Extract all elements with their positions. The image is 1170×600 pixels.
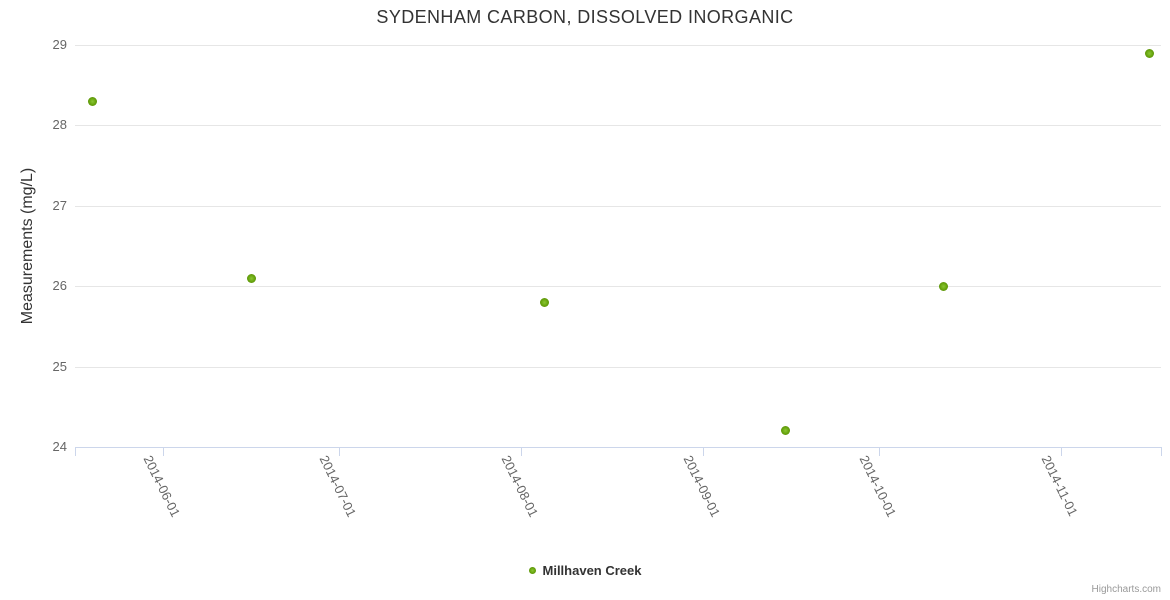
data-point[interactable] (88, 96, 98, 106)
data-point[interactable] (246, 273, 256, 283)
y-axis-tick-label: 27 (52, 197, 67, 213)
y-axis-tick-label: 28 (52, 117, 67, 133)
data-point[interactable] (540, 297, 550, 307)
legend-series-label: Millhaven Creek (542, 563, 642, 578)
x-axis-tick-label: 2014-11-01 (1038, 453, 1081, 519)
gridline (75, 125, 1161, 127)
legend-marker-icon (528, 567, 536, 574)
x-axis-tick-label: 2014-09-01 (680, 453, 724, 520)
x-axis-tick (521, 448, 523, 456)
legend-item-millhaven-creek[interactable]: Millhaven Creek (0, 563, 1170, 578)
data-point[interactable] (939, 281, 949, 291)
y-axis-tick-label: 26 (52, 278, 67, 294)
x-axis-tick-label: 2014-08-01 (498, 453, 542, 520)
x-axis-tick-label: 2014-06-01 (140, 453, 184, 520)
x-axis-tick (879, 448, 881, 456)
x-axis-tick (703, 448, 705, 456)
x-axis-tick-label: 2014-07-01 (316, 453, 360, 520)
plot-area (75, 45, 1161, 447)
y-axis-tick-label: 24 (52, 439, 67, 454)
data-point[interactable] (780, 426, 790, 436)
x-axis-edge-tick (1161, 448, 1162, 456)
x-axis-line (75, 447, 1162, 448)
gridline (75, 366, 1161, 368)
y-axis-title: Measurements (mg/L) (19, 167, 36, 325)
data-point[interactable] (1144, 48, 1154, 58)
x-axis-tick (163, 448, 165, 456)
gridline (75, 286, 1161, 288)
x-axis-tick (339, 448, 341, 456)
gridline (75, 45, 1161, 46)
gridline (75, 205, 1161, 207)
y-axis-tick-label: 29 (52, 37, 67, 52)
x-axis-edge-tick (75, 448, 76, 456)
x-axis-tick-label: 2014-10-01 (856, 453, 900, 520)
highcharts-credit-link[interactable]: Highcharts.com (1091, 584, 1161, 595)
chart-title: SYDENHAM CARBON, DISSOLVED INORGANIC (376, 7, 794, 27)
y-axis-tick-label: 25 (52, 358, 67, 374)
x-axis-tick (1061, 448, 1063, 456)
